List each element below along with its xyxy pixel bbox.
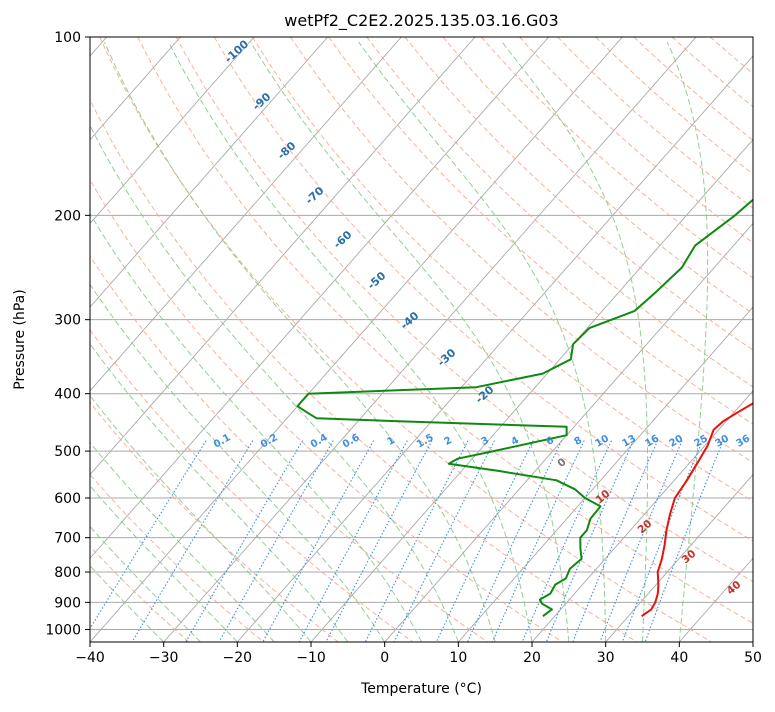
y-tick-label: 1000 — [45, 622, 81, 638]
y-tick-label: 500 — [54, 444, 81, 460]
y-tick-label: 100 — [54, 30, 81, 46]
y-tick-label: 700 — [54, 531, 81, 547]
x-tick-label: 0 — [380, 650, 389, 666]
x-tick-label: 50 — [744, 650, 762, 666]
x-tick-label: −30 — [149, 650, 179, 666]
x-axis-label: Temperature (°C) — [360, 681, 482, 697]
chart-title: wetPf2_C2E2.2025.135.03.16.G03 — [284, 11, 558, 31]
x-tick-label: −20 — [223, 650, 253, 666]
y-tick-label: 300 — [54, 313, 81, 329]
y-tick-label: 400 — [54, 387, 81, 403]
x-tick-label: 30 — [597, 650, 615, 666]
x-tick-label: 10 — [449, 650, 467, 666]
x-tick-label: 20 — [523, 650, 541, 666]
x-tick-label: −10 — [296, 650, 326, 666]
y-axis-label: Pressure (hPa) — [12, 289, 28, 389]
y-tick-label: 900 — [54, 595, 81, 611]
y-tick-label: 800 — [54, 565, 81, 581]
x-tick-label: 40 — [670, 650, 688, 666]
y-tick-label: 600 — [54, 491, 81, 507]
y-tick-label: 200 — [54, 208, 81, 224]
x-tick-label: −40 — [75, 650, 105, 666]
